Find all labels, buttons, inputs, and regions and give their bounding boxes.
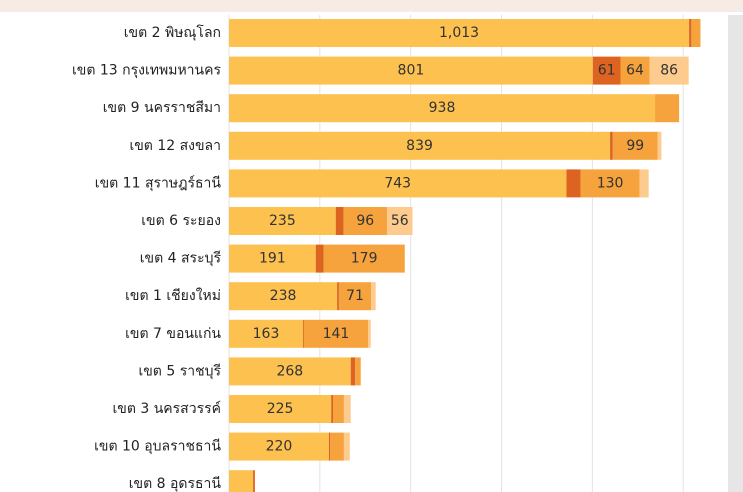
bar-segment <box>649 56 689 85</box>
bar-segment <box>303 319 368 348</box>
value-label: 96 <box>356 213 374 229</box>
value-label: 235 <box>269 213 296 229</box>
category-label: เขต 5 ราชบุรี <box>138 363 221 379</box>
bar-segment <box>337 282 339 311</box>
bar-segment <box>229 169 567 198</box>
value-label: 1,013 <box>439 25 479 41</box>
top-band <box>0 0 743 12</box>
category-label: เขต 6 ระยอง <box>141 213 221 229</box>
bar-segment <box>229 282 338 311</box>
bar-segment <box>343 395 351 423</box>
value-label: 839 <box>406 138 433 154</box>
value-label: 268 <box>276 363 303 379</box>
bar-segment <box>229 432 329 461</box>
bar-segment <box>620 56 650 85</box>
bar-segment <box>315 244 324 273</box>
value-label: 225 <box>267 401 294 417</box>
bar-segment <box>229 357 351 386</box>
value-label: 86 <box>660 63 678 79</box>
bar-segment <box>371 282 376 311</box>
category-label: เขต 2 พิษณุโลก <box>124 24 221 41</box>
bar-segment <box>592 56 621 85</box>
bar-segment <box>367 319 371 348</box>
category-label: เขต 9 นครราชสีมา <box>103 100 221 116</box>
bar-segment <box>343 432 350 461</box>
category-label: เขต 13 กรุงเทพมหานคร <box>72 63 221 79</box>
bar-segment <box>350 357 356 386</box>
bar-segment <box>303 319 304 348</box>
bar-segment <box>338 282 372 311</box>
bar-segment <box>229 470 254 492</box>
bar-segment <box>566 169 581 198</box>
bar-segment <box>330 432 344 461</box>
bar-segment <box>323 244 405 273</box>
bar-segment <box>229 131 611 160</box>
bar-segment <box>253 470 255 492</box>
value-label: 220 <box>266 439 293 455</box>
category-label: เขต 11 สุราษฎร์ธานี <box>95 174 222 191</box>
category-label: เขต 8 อุดรธานี <box>129 476 222 492</box>
value-label: 743 <box>384 175 411 191</box>
value-label: 801 <box>398 63 425 79</box>
value-label: 141 <box>323 326 350 342</box>
value-label: 64 <box>626 63 644 79</box>
category-label: เขต 3 นครสวรรค์ <box>112 400 221 417</box>
scrollbar <box>728 15 743 492</box>
bar-segment <box>610 131 613 160</box>
value-label: 71 <box>346 288 364 304</box>
bar-segment <box>229 244 316 273</box>
value-label: 56 <box>391 213 409 229</box>
bar-segment <box>229 56 593 85</box>
bar-segment <box>691 19 701 47</box>
bar-segment <box>689 19 692 47</box>
category-label: เขต 12 สงขลา <box>129 138 221 154</box>
value-label: 938 <box>429 100 456 116</box>
category-label: เขต 7 ขอนแก่น <box>125 326 221 342</box>
bar-segment <box>229 94 656 123</box>
bar-segment <box>331 395 334 423</box>
bar-segment <box>612 131 658 160</box>
category-label: เขต 10 อุบลราชธานี <box>94 439 221 455</box>
bar-segment <box>229 19 690 47</box>
bar-segment <box>639 169 649 198</box>
bar-segment <box>580 169 640 198</box>
value-label: 61 <box>598 63 616 79</box>
value-label: 163 <box>253 326 280 342</box>
bar-segment <box>335 207 344 235</box>
bar-segment <box>229 395 332 423</box>
value-label: 99 <box>626 138 644 154</box>
bar-segment <box>355 357 361 386</box>
category-label: เขต 1 เชียงใหม่ <box>125 287 221 304</box>
value-label: 191 <box>259 251 286 267</box>
bar-segment <box>229 319 304 348</box>
bar-segment <box>333 395 344 423</box>
bar-segment <box>657 131 662 160</box>
value-label: 179 <box>351 251 378 267</box>
value-label: 130 <box>597 175 624 191</box>
bar-segment <box>328 432 331 461</box>
bar-segment <box>229 207 336 235</box>
bar-segment <box>655 94 680 123</box>
bar-segment <box>343 207 388 235</box>
category-label: เขต 4 สระบุรี <box>140 251 222 267</box>
value-label: 238 <box>270 288 297 304</box>
bar-segment <box>387 207 413 235</box>
